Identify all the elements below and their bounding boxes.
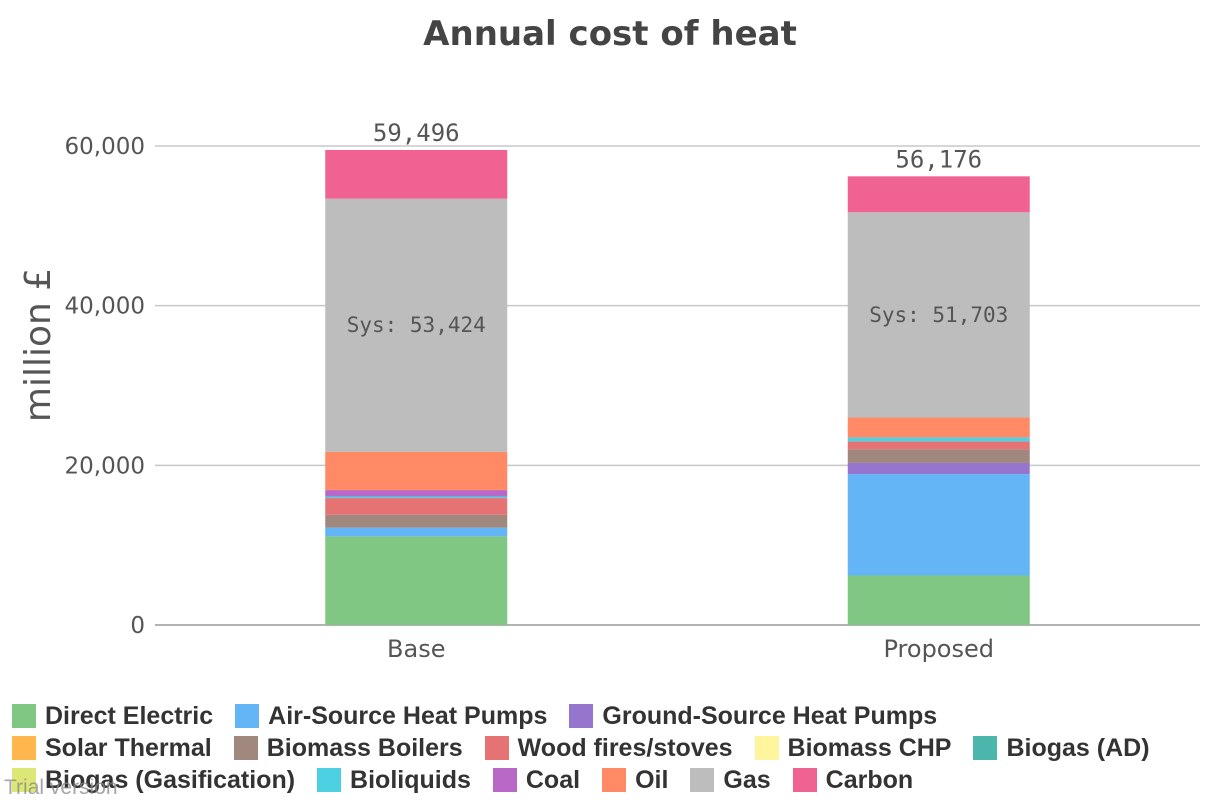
bar-segment-gas — [325, 198, 508, 452]
bar-segment-coal — [325, 490, 508, 497]
bar-segment-ground-source-heat-pumps — [847, 462, 1030, 475]
legend-swatch — [317, 768, 342, 792]
bar-segment-gas — [847, 212, 1030, 418]
bars — [325, 149, 1030, 625]
legend-row: Direct Electric Air-Source Heat Pumps Grou… — [12, 700, 1220, 732]
bar-segment-direct-electric — [325, 536, 508, 625]
legend-label: Direct Electric — [45, 701, 214, 730]
legend-swatch — [569, 704, 594, 728]
legend-row: Solar Thermal Biomass Boilers Wood fires/s… — [12, 732, 1220, 764]
total-label: 59,496 — [373, 119, 460, 147]
legend-swatch — [235, 704, 260, 728]
bar-segment-direct-electric — [847, 575, 1030, 625]
bar-segment-wood-fires-stoves — [325, 498, 508, 515]
legend-label: Ground-Source Heat Pumps — [602, 701, 938, 730]
legend-swatch — [12, 736, 36, 760]
legend-item[interactable]: Wood fires/stoves — [484, 733, 733, 763]
legend-label: Biomass CHP — [787, 733, 952, 762]
y-axis-title: million £ — [18, 268, 59, 422]
legend-label: Biomass Boilers — [266, 733, 463, 762]
legend-label: Biogas (Gasification) — [45, 765, 296, 794]
legend-label: Gas — [723, 765, 771, 794]
legend-item[interactable]: Coal — [492, 765, 581, 795]
legend-swatch — [492, 768, 517, 792]
labels: 0 20,000 40,000 60,000 Base 59,496 Sys: 53,424… — [65, 119, 1009, 663]
legend-item[interactable]: Gas — [690, 765, 771, 795]
legend-row: Biogas (Gasification) Bioliquids Coal Oil Ga… — [12, 764, 1220, 796]
legend: Direct Electric Air-Source Heat Pumps Grou… — [12, 700, 1220, 796]
legend-swatch — [973, 736, 998, 760]
bar-segment-biomass-boilers — [325, 514, 508, 528]
legend-swatch — [792, 768, 817, 792]
bar-segment-carbon — [325, 149, 508, 199]
legend-label: Carbon — [825, 765, 914, 794]
x-tick-label: Proposed — [884, 635, 995, 663]
bar-segment-bioliquids — [325, 496, 508, 499]
gridlines — [155, 145, 1200, 626]
legend-item[interactable]: Solar Thermal — [12, 734, 212, 763]
bar-segment-wood-fires-stoves — [847, 441, 1030, 450]
chart-svg: Annual cost of heat million £ 0 20,000 40,… — [18, 14, 1200, 663]
bar-segment-bioliquids — [847, 437, 1030, 442]
legend-item[interactable]: Biogas (Gasification) — [12, 766, 295, 795]
legend-swatch — [484, 736, 509, 760]
legend-item[interactable]: Biogas (AD) — [973, 733, 1150, 763]
legend-label: Wood fires/stoves — [517, 733, 733, 762]
legend-label: Air-Source Heat Pumps — [268, 701, 548, 730]
legend-item[interactable]: Biomass CHP — [754, 733, 952, 763]
legend-item[interactable]: Biomass Boilers — [233, 733, 463, 763]
legend-swatch — [754, 736, 779, 760]
bar-segment-carbon — [847, 176, 1030, 213]
bar-segment-air-source-heat-pumps — [325, 527, 508, 537]
legend-item[interactable]: Air-Source Heat Pumps — [235, 702, 547, 731]
legend-swatch — [12, 704, 36, 728]
bar-segment-air-source-heat-pumps — [847, 474, 1030, 576]
total-label: 56,176 — [895, 146, 982, 174]
legend-swatch — [233, 736, 258, 760]
legend-item[interactable]: Direct Electric — [12, 702, 213, 731]
bar-segment-oil — [325, 451, 508, 491]
chart-title: Annual cost of heat — [423, 14, 797, 54]
legend-item[interactable]: Carbon — [792, 765, 914, 795]
legend-label: Oil — [635, 765, 669, 794]
legend-item[interactable]: Bioliquids — [317, 766, 471, 795]
system-cost-label: Sys: 53,424 — [347, 313, 486, 337]
legend-item[interactable]: Ground-Source Heat Pumps — [569, 702, 937, 731]
y-tick-label: 0 — [130, 613, 145, 639]
y-tick-label: 40,000 — [65, 294, 145, 320]
legend-label: Solar Thermal — [45, 733, 212, 762]
legend-swatch — [12, 768, 36, 792]
legend-swatch — [690, 768, 715, 792]
legend-item[interactable]: Oil — [602, 766, 668, 795]
y-tick-label: 60,000 — [65, 134, 145, 160]
legend-label: Biogas (AD) — [1006, 733, 1150, 762]
legend-label: Coal — [525, 765, 581, 794]
bar-segment-oil — [847, 417, 1030, 438]
legend-label: Bioliquids — [350, 765, 471, 794]
system-cost-label: Sys: 51,703 — [869, 303, 1008, 327]
legend-swatch — [602, 768, 627, 792]
y-tick-label: 20,000 — [65, 453, 145, 479]
bar-segment-biomass-boilers — [847, 449, 1030, 463]
x-tick-label: Base — [387, 635, 445, 663]
